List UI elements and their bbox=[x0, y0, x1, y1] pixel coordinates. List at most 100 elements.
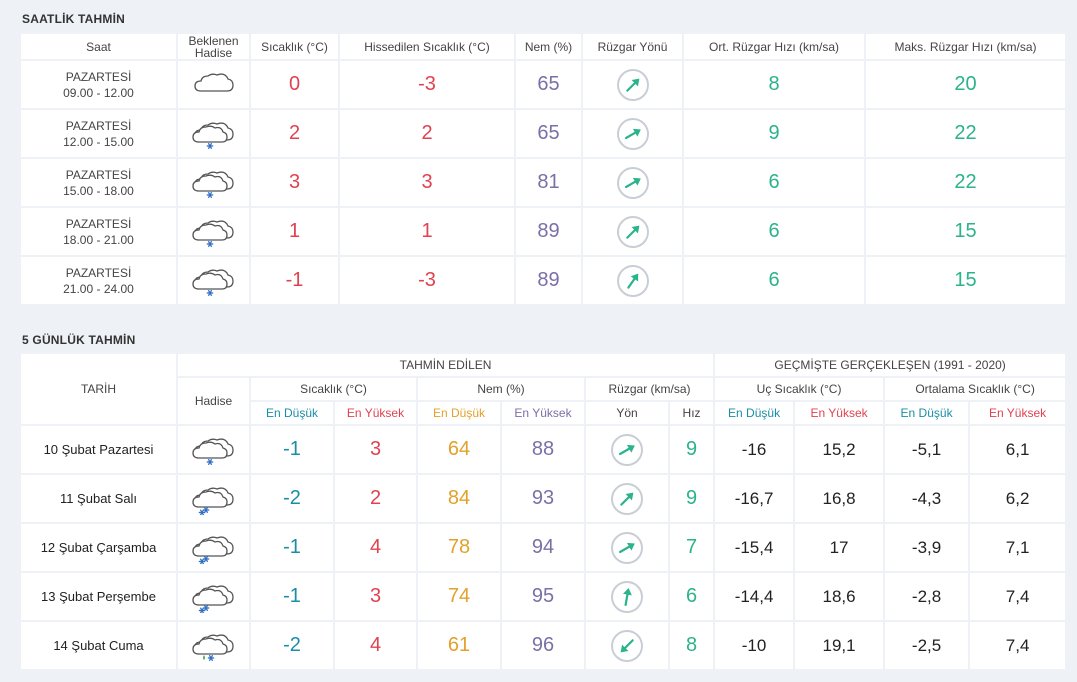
avg-wind-cell: 9 bbox=[684, 110, 866, 159]
header-nem: Nem (%) bbox=[418, 378, 586, 402]
time-cell: PAZARTESİ 18.00 - 21.00 bbox=[21, 208, 178, 257]
header-ort-max: En Yüksek bbox=[970, 402, 1066, 426]
temp-max-cell: 2 bbox=[335, 475, 418, 524]
wind-direction-icon bbox=[586, 426, 670, 475]
cloud-snow-icon bbox=[178, 159, 251, 208]
extreme-max-cell: 16,8 bbox=[795, 475, 886, 524]
average-max-cell: 6,1 bbox=[970, 426, 1066, 475]
table-row: PAZARTESİ 12.00 - 15.00 2 2 65 9 22 bbox=[21, 110, 1065, 159]
extreme-max-cell: 17 bbox=[795, 524, 886, 573]
header-sicaklik: Sıcaklık (°C) bbox=[251, 34, 340, 61]
feels-like-cell: -3 bbox=[340, 61, 516, 110]
feels-like-cell: 3 bbox=[340, 159, 516, 208]
average-min-cell: -2,8 bbox=[885, 573, 971, 622]
humidity-min-cell: 74 bbox=[418, 573, 502, 622]
average-min-cell: -4,3 bbox=[885, 475, 971, 524]
average-min-cell: -2,5 bbox=[885, 622, 971, 671]
average-min-cell: -3,9 bbox=[885, 524, 971, 573]
average-max-cell: 7,4 bbox=[970, 622, 1066, 671]
wind-direction-icon bbox=[583, 110, 684, 159]
feels-like-cell: 2 bbox=[340, 110, 516, 159]
header-hadise: Hadise bbox=[178, 378, 251, 426]
header-yon: Yön bbox=[586, 402, 670, 426]
humidity-min-cell: 64 bbox=[418, 426, 502, 475]
extreme-max-cell: 19,1 bbox=[795, 622, 886, 671]
extreme-min-cell: -14,4 bbox=[715, 573, 796, 622]
header-nem-max: En Yüksek bbox=[502, 402, 586, 426]
humidity-cell: 65 bbox=[516, 61, 583, 110]
humidity-max-cell: 93 bbox=[502, 475, 586, 524]
time-cell: PAZARTESİ 09.00 - 12.00 bbox=[21, 61, 178, 110]
temperature-cell: 2 bbox=[251, 110, 340, 159]
cloud-heavy-snow-icon bbox=[178, 524, 251, 573]
humidity-max-cell: 94 bbox=[502, 524, 586, 573]
cloud-snow-icon bbox=[178, 426, 251, 475]
table-row: PAZARTESİ 15.00 - 18.00 3 3 81 6 22 bbox=[21, 159, 1065, 208]
header-sicaklik-max: En Yüksek bbox=[335, 402, 418, 426]
header-ort-min: En Düşük bbox=[885, 402, 971, 426]
average-max-cell: 7,4 bbox=[970, 573, 1066, 622]
cloudy-icon bbox=[178, 61, 251, 110]
wind-speed-cell: 8 bbox=[670, 622, 716, 671]
cloud-heavy-snow-icon bbox=[178, 475, 251, 524]
avg-wind-cell: 6 bbox=[684, 159, 866, 208]
header-ruzgar: Rüzgar (km/sa) bbox=[586, 378, 716, 402]
table-row: 14 Şubat Cuma -2 4 61 96 8 -10 19,1 -2,5… bbox=[21, 622, 1066, 671]
max-wind-cell: 20 bbox=[866, 61, 1065, 110]
table-row: PAZARTESİ 18.00 - 21.00 1 1 89 6 15 bbox=[21, 208, 1065, 257]
header-hissedilen: Hissedilen Sıcaklık (°C) bbox=[340, 34, 516, 61]
humidity-cell: 81 bbox=[516, 159, 583, 208]
header-uc-min: En Düşük bbox=[715, 402, 796, 426]
extreme-max-cell: 15,2 bbox=[795, 426, 886, 475]
header-ort-ruzgar: Ort. Rüzgar Hızı (km/sa) bbox=[684, 34, 866, 61]
header-ort-sicaklik: Ortalama Sıcaklık (°C) bbox=[885, 378, 1066, 402]
date-cell: 14 Şubat Cuma bbox=[21, 622, 178, 671]
wind-direction-icon bbox=[586, 524, 670, 573]
header-beklenen-hadise: Beklenen Hadise bbox=[178, 34, 251, 61]
temp-max-cell: 4 bbox=[335, 524, 418, 573]
temp-min-cell: -1 bbox=[251, 426, 335, 475]
header-uc-max: En Yüksek bbox=[795, 402, 886, 426]
max-wind-cell: 15 bbox=[866, 257, 1065, 306]
max-wind-cell: 15 bbox=[866, 208, 1065, 257]
cloud-snow-icon bbox=[178, 257, 251, 306]
max-wind-cell: 22 bbox=[866, 159, 1065, 208]
date-cell: 12 Şubat Çarşamba bbox=[21, 524, 178, 573]
table-row: PAZARTESİ 21.00 - 24.00 -1 -3 89 6 15 bbox=[21, 257, 1065, 306]
humidity-cell: 89 bbox=[516, 208, 583, 257]
temp-max-cell: 3 bbox=[335, 573, 418, 622]
humidity-max-cell: 96 bbox=[502, 622, 586, 671]
cloud-snow-icon bbox=[178, 110, 251, 159]
humidity-min-cell: 84 bbox=[418, 475, 502, 524]
header-tarih: TARİH bbox=[21, 354, 178, 426]
humidity-min-cell: 61 bbox=[418, 622, 502, 671]
max-wind-cell: 22 bbox=[866, 110, 1065, 159]
header-nem: Nem (%) bbox=[516, 34, 583, 61]
date-cell: 13 Şubat Perşembe bbox=[21, 573, 178, 622]
header-saat: Saat bbox=[21, 34, 178, 61]
wind-speed-cell: 9 bbox=[670, 475, 716, 524]
wind-speed-cell: 9 bbox=[670, 426, 716, 475]
wind-speed-cell: 6 bbox=[670, 573, 716, 622]
header-uc-sicaklik: Uç Sıcaklık (°C) bbox=[715, 378, 886, 402]
time-cell: PAZARTESİ 21.00 - 24.00 bbox=[21, 257, 178, 306]
time-cell: PAZARTESİ 12.00 - 15.00 bbox=[21, 110, 178, 159]
wind-direction-icon bbox=[583, 257, 684, 306]
temp-min-cell: -2 bbox=[251, 475, 335, 524]
table-row: 10 Şubat Pazartesi -1 3 64 88 9 -16 15,2… bbox=[21, 426, 1066, 475]
extreme-min-cell: -15,4 bbox=[715, 524, 796, 573]
average-max-cell: 6,2 bbox=[970, 475, 1066, 524]
average-min-cell: -5,1 bbox=[885, 426, 971, 475]
temp-max-cell: 4 bbox=[335, 622, 418, 671]
wind-direction-icon bbox=[586, 622, 670, 671]
cloud-snow-icon bbox=[178, 208, 251, 257]
temp-min-cell: -1 bbox=[251, 524, 335, 573]
header-sicaklik: Sıcaklık (°C) bbox=[251, 378, 418, 402]
header-maks-ruzgar: Maks. Rüzgar Hızı (km/sa) bbox=[866, 34, 1065, 61]
humidity-cell: 89 bbox=[516, 257, 583, 306]
extreme-min-cell: -10 bbox=[715, 622, 796, 671]
temp-min-cell: -2 bbox=[251, 622, 335, 671]
temp-min-cell: -1 bbox=[251, 573, 335, 622]
feels-like-cell: 1 bbox=[340, 208, 516, 257]
humidity-max-cell: 88 bbox=[502, 426, 586, 475]
